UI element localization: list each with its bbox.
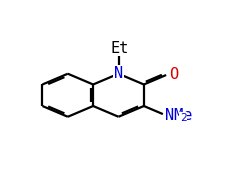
Text: Et: Et	[110, 41, 128, 56]
Text: NMe: NMe	[164, 108, 192, 123]
Text: 2: 2	[180, 113, 187, 122]
Text: N: N	[114, 66, 123, 81]
Text: O: O	[169, 67, 178, 82]
